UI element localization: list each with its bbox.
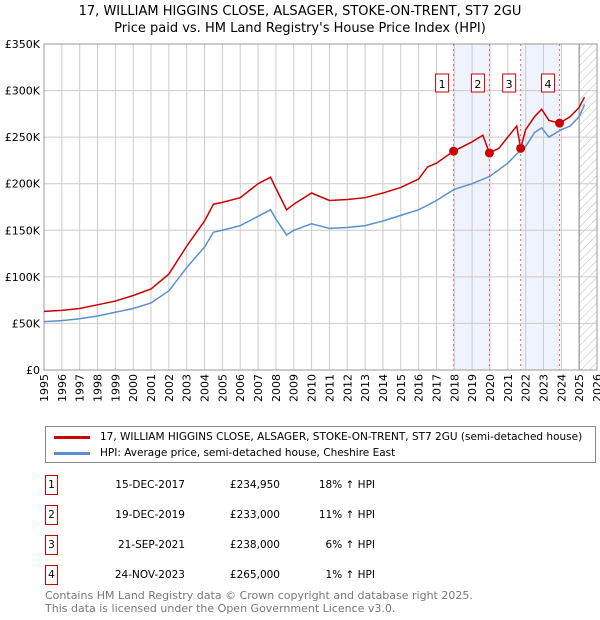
legend-blue-line (54, 451, 90, 455)
sale-point (484, 148, 494, 158)
x-tick-label: 1996 (56, 374, 69, 402)
transaction-row: 1 15-DEC-2017 £234,950 18% ↑ HPI (45, 475, 445, 495)
transaction-number: 3 (45, 535, 58, 555)
footer-line-1: Contains HM Land Registry data © Crown c… (45, 589, 473, 602)
transaction-number: 2 (45, 505, 58, 525)
legend-red-line (54, 435, 90, 439)
x-tick-label: 2023 (537, 374, 550, 402)
x-tick-label: 2001 (145, 374, 158, 402)
x-tick-label: 2026 (591, 374, 600, 402)
y-tick-label: £300K (5, 85, 41, 98)
shaded-region (520, 44, 560, 370)
x-tick-label: 1998 (92, 374, 105, 402)
y-tick-label: £200K (5, 178, 41, 191)
x-tick-label: 2015 (395, 374, 408, 402)
hpi-line (43, 104, 586, 323)
x-tick-label: 2006 (234, 374, 247, 402)
sale-label: 3 (506, 78, 513, 91)
transaction-number: 1 (45, 475, 58, 495)
transaction-date: 21-SEP-2021 (117, 539, 185, 551)
transaction-price: £233,000 (229, 509, 280, 521)
sale-label: 1 (439, 78, 446, 91)
footer: Contains HM Land Registry data © Crown c… (45, 589, 473, 615)
x-tick-label: 2003 (181, 374, 194, 402)
x-tick-label: 2008 (270, 374, 283, 402)
x-tick-label: 2016 (413, 374, 426, 402)
x-tick-label: 1999 (109, 374, 122, 402)
x-tick-label: 2022 (520, 374, 533, 402)
x-tick-label: 2020 (484, 374, 497, 402)
y-tick-label: £350K (5, 38, 41, 51)
transaction-number: 4 (45, 565, 58, 585)
x-tick-label: 2010 (306, 374, 319, 402)
transaction-hpi: 18% ↑ HPI (318, 479, 375, 491)
x-tick-label: 2014 (377, 374, 390, 402)
forecast-hatch (579, 44, 597, 370)
price-chart: 1995 1996 1997 1998 1999 2000 2001 2002 2003 2004… (5, 38, 600, 402)
footer-line-2: This data is licensed under the Open Gov… (45, 602, 396, 615)
legend-blue-label: HPI: Average price, semi-detached house,… (100, 447, 396, 459)
x-tick-label: 2018 (448, 374, 461, 402)
x-tick-label: 2009 (288, 374, 301, 402)
transaction-price: £234,950 (229, 479, 280, 491)
y-tick-label: £250K (5, 131, 41, 144)
sale-point (555, 118, 565, 128)
sale-label-box (470, 73, 485, 93)
transaction-row: 4 24-NOV-2023 £265,000 1% ↑ HPI (45, 565, 445, 585)
price-paid-line (43, 96, 586, 313)
y-tick-label: £0 (26, 364, 40, 377)
x-tick-label: 2012 (341, 374, 354, 402)
x-tick-label: 2019 (466, 374, 479, 402)
sale-label: 4 (545, 78, 552, 91)
plot-frame (43, 43, 598, 371)
legend: 17, WILLIAM HIGGINS CLOSE, ALSAGER, STOK… (45, 426, 596, 463)
x-tick-label: 2000 (127, 374, 140, 402)
chart-subtitle: Price paid vs. HM Land Registry's House … (114, 21, 486, 36)
transaction-hpi: 1% ↑ HPI (325, 569, 375, 581)
y-tick-label: £100K (5, 271, 41, 284)
y-tick-label: £150K (5, 224, 41, 237)
sale-label-box (502, 73, 517, 93)
transaction-date: 15-DEC-2017 (115, 479, 185, 491)
sale-label: 2 (474, 78, 481, 91)
x-tick-label: 2002 (163, 374, 176, 402)
x-tick-label: 1997 (74, 374, 87, 402)
transaction-price: £265,000 (229, 569, 280, 581)
sale-point (516, 143, 526, 153)
x-tick-label: 2011 (323, 374, 336, 402)
transaction-hpi: 11% ↑ HPI (318, 509, 375, 521)
x-tick-label: 2005 (216, 374, 229, 402)
chart-title: 17, WILLIAM HIGGINS CLOSE, ALSAGER, STOK… (78, 4, 522, 19)
sale-point (449, 146, 459, 156)
x-tick-label: 2004 (199, 374, 212, 402)
x-tick-label: 2021 (502, 374, 515, 402)
transaction-price: £238,000 (229, 539, 280, 551)
shaded-region (453, 44, 490, 370)
x-tick-label: 2017 (430, 374, 443, 402)
y-tick-label: £50K (12, 317, 41, 330)
transaction-row: 2 19-DEC-2019 £233,000 11% ↑ HPI (45, 505, 445, 525)
transaction-hpi: 6% ↑ HPI (325, 539, 375, 551)
x-tick-label: 2007 (252, 374, 265, 402)
transaction-date: 19-DEC-2019 (115, 509, 185, 521)
x-tick-label: 1995 (38, 374, 51, 402)
legend-red-label: 17, WILLIAM HIGGINS CLOSE, ALSAGER, STOK… (100, 431, 583, 443)
transaction-row: 3 21-SEP-2021 £238,000 6% ↑ HPI (45, 535, 445, 555)
x-tick-label: 2024 (555, 374, 568, 402)
transaction-date: 24-NOV-2023 (114, 569, 185, 581)
x-tick-label: 2013 (359, 374, 372, 402)
sale-label-box (435, 73, 450, 93)
sale-label-box (541, 73, 556, 93)
x-tick-label: 2025 (573, 374, 586, 402)
